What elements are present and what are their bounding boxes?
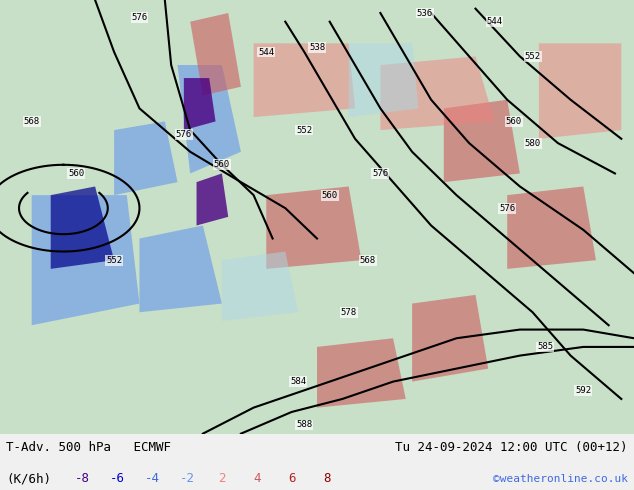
Text: 536: 536 — [417, 8, 433, 18]
Text: -4: -4 — [145, 472, 160, 485]
Text: 2: 2 — [218, 472, 226, 485]
Polygon shape — [197, 173, 228, 225]
Polygon shape — [444, 100, 520, 182]
Text: T-Adv. 500 hPa   ECMWF: T-Adv. 500 hPa ECMWF — [6, 441, 171, 454]
Text: 560: 560 — [505, 117, 522, 126]
Polygon shape — [349, 44, 418, 117]
Text: 6: 6 — [288, 472, 295, 485]
Text: 4: 4 — [253, 472, 261, 485]
Text: 544: 544 — [486, 17, 503, 26]
Polygon shape — [32, 195, 139, 325]
Polygon shape — [114, 122, 178, 195]
Text: 568: 568 — [359, 256, 376, 265]
Text: 560: 560 — [321, 191, 338, 199]
FancyBboxPatch shape — [0, 0, 634, 434]
Polygon shape — [178, 65, 241, 173]
Text: 576: 576 — [131, 13, 148, 22]
Polygon shape — [184, 78, 216, 130]
Text: 552: 552 — [524, 52, 541, 61]
Polygon shape — [254, 44, 355, 117]
Polygon shape — [380, 56, 495, 130]
Text: 576: 576 — [372, 169, 389, 178]
Text: 568: 568 — [23, 117, 40, 126]
Text: 580: 580 — [524, 139, 541, 147]
Text: -2: -2 — [179, 472, 195, 485]
Text: 544: 544 — [258, 48, 275, 56]
Text: (K/6h): (K/6h) — [6, 472, 51, 485]
Polygon shape — [539, 44, 621, 139]
Text: 585: 585 — [537, 343, 553, 351]
Text: Tu 24-09-2024 12:00 UTC (00+12): Tu 24-09-2024 12:00 UTC (00+12) — [395, 441, 628, 454]
Text: 560: 560 — [214, 160, 230, 169]
Text: 592: 592 — [575, 386, 592, 395]
Text: 576: 576 — [176, 130, 192, 139]
Text: 552: 552 — [106, 256, 122, 265]
Text: 552: 552 — [296, 125, 313, 135]
Text: -6: -6 — [110, 472, 125, 485]
Text: 584: 584 — [290, 377, 306, 386]
Polygon shape — [507, 187, 596, 269]
Polygon shape — [222, 251, 298, 321]
Polygon shape — [51, 187, 114, 269]
Text: -8: -8 — [75, 472, 90, 485]
Text: 588: 588 — [296, 420, 313, 429]
Polygon shape — [317, 338, 406, 408]
Text: ©weatheronline.co.uk: ©weatheronline.co.uk — [493, 474, 628, 484]
Polygon shape — [139, 225, 222, 312]
Text: 560: 560 — [68, 169, 84, 178]
Text: 8: 8 — [323, 472, 330, 485]
Text: 578: 578 — [340, 308, 357, 317]
Polygon shape — [190, 13, 241, 96]
Polygon shape — [266, 187, 361, 269]
Polygon shape — [412, 295, 488, 382]
Text: 576: 576 — [499, 204, 515, 213]
Text: 538: 538 — [309, 43, 325, 52]
